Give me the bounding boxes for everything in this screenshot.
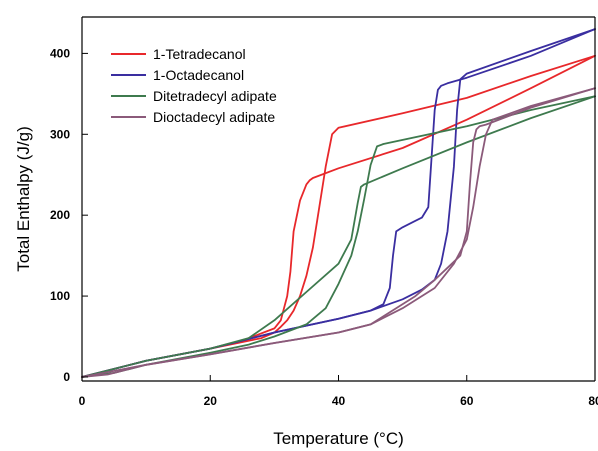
y-ticks: 0 100 200 300 400 — [50, 46, 88, 384]
legend-label: Ditetradecyl adipate — [153, 88, 277, 104]
x-tick-label: 40 — [332, 394, 346, 408]
x-tick-label: 0 — [79, 394, 86, 408]
legend-label: 1-Octadecanol — [153, 67, 244, 83]
x-tick-label: 80 — [588, 394, 598, 408]
series-line-heating-2 — [81, 95, 596, 378]
x-axis-title: Temperature (°C) — [273, 429, 404, 448]
series-line-heating-3 — [81, 87, 596, 378]
legend-label: Dioctadecyl adipate — [153, 109, 275, 125]
y-tick-label: 300 — [50, 127, 70, 141]
legend-label: 1-Tetradecanol — [153, 46, 246, 62]
y-axis-title: Total Enthalpy (J/g) — [14, 126, 33, 272]
y-tick-label: 400 — [50, 46, 70, 60]
axes — [81, 16, 596, 382]
series-line-cooling-3 — [81, 87, 596, 378]
plot-lines — [81, 28, 596, 378]
x-tick-label: 20 — [204, 394, 218, 408]
series-line-cooling-1 — [81, 28, 596, 378]
x-ticks: 0 20 40 60 80 — [79, 375, 598, 408]
series-line-cooling-2 — [81, 95, 596, 378]
legend: 1-Tetradecanol 1-Octadecanol Ditetradecyl … — [111, 46, 277, 125]
y-tick-label: 100 — [50, 289, 70, 303]
x-tick-label: 60 — [460, 394, 474, 408]
series-line-heating-0 — [81, 54, 596, 378]
y-tick-label: 200 — [50, 208, 70, 222]
y-tick-label: 0 — [63, 370, 70, 384]
